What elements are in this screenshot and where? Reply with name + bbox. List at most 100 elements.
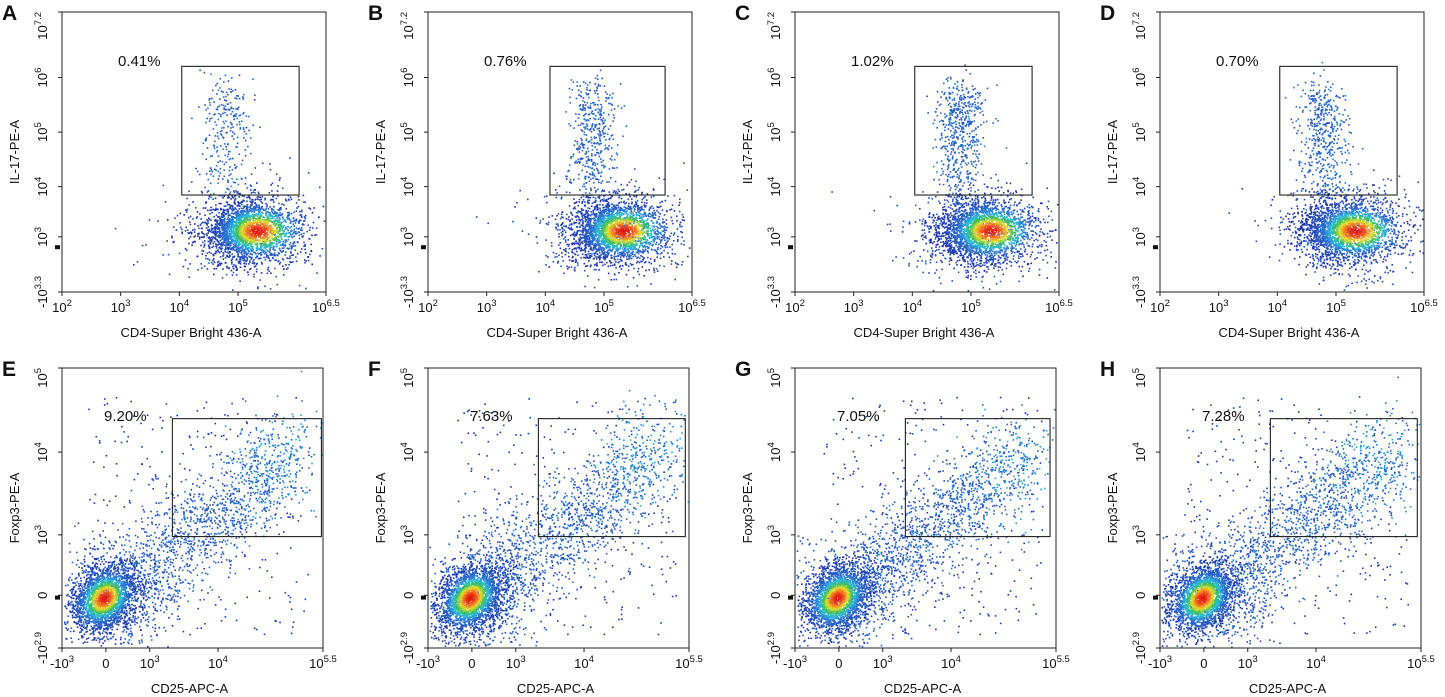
event-dot xyxy=(212,227,214,230)
event-dot xyxy=(287,229,289,232)
event-dot xyxy=(252,214,255,216)
event-dot xyxy=(596,169,599,171)
event-dot xyxy=(241,227,243,229)
event-dot xyxy=(257,225,260,227)
event-dot xyxy=(586,221,589,224)
event-dot xyxy=(613,190,615,192)
event-dot xyxy=(625,263,627,266)
event-dot xyxy=(222,197,224,199)
event-dot xyxy=(587,253,589,255)
event-dot xyxy=(223,107,226,109)
event-dot xyxy=(315,227,318,230)
event-dot xyxy=(235,245,238,248)
event-dot xyxy=(270,220,272,222)
event-dot xyxy=(270,184,272,186)
event-dot xyxy=(217,236,220,238)
event-dot xyxy=(256,196,259,198)
event-dot xyxy=(601,221,603,224)
event-dot xyxy=(595,136,598,139)
event-dot xyxy=(269,212,271,214)
event-dot xyxy=(641,207,643,210)
event-dot xyxy=(617,249,619,252)
event-dot xyxy=(595,230,597,232)
event-dot xyxy=(589,252,591,255)
event-dot xyxy=(271,243,274,245)
event-dot xyxy=(272,201,275,203)
event-dot xyxy=(275,173,278,175)
event-dot xyxy=(236,248,239,251)
event-dot xyxy=(254,167,257,169)
event-dot xyxy=(188,232,190,235)
event-dot xyxy=(214,197,217,200)
event-dot xyxy=(270,237,273,239)
event-dot xyxy=(575,113,577,115)
event-dot xyxy=(272,209,275,211)
event-dot xyxy=(628,207,631,210)
event-dot xyxy=(271,254,273,256)
event-dot xyxy=(240,163,243,166)
event-dot xyxy=(596,74,599,77)
event-dot xyxy=(249,260,251,262)
event-dot xyxy=(231,239,233,242)
event-dot xyxy=(647,230,649,232)
event-dot xyxy=(241,248,244,250)
event-dot xyxy=(644,246,647,248)
event-dot xyxy=(256,223,258,225)
event-dot xyxy=(563,225,565,228)
event-dot xyxy=(592,196,595,199)
event-dot xyxy=(269,245,272,247)
event-dot xyxy=(296,252,299,255)
event-dot xyxy=(252,78,254,80)
event-dot xyxy=(589,159,591,161)
event-dot xyxy=(635,213,638,216)
event-dot xyxy=(599,204,601,206)
event-dot xyxy=(249,241,251,244)
event-dot xyxy=(285,200,288,202)
event-dot xyxy=(577,149,579,151)
event-dot xyxy=(617,261,620,264)
event-dot xyxy=(241,253,243,255)
event-dot xyxy=(309,208,312,210)
event-dot xyxy=(228,222,230,225)
event-dot xyxy=(309,253,311,256)
event-dot xyxy=(247,226,249,229)
event-dot xyxy=(257,227,259,230)
event-dot xyxy=(600,190,603,193)
event-dot xyxy=(207,244,210,247)
event-dot xyxy=(202,142,205,144)
event-dot xyxy=(269,226,271,229)
event-dot xyxy=(612,225,614,227)
event-dot xyxy=(663,225,666,228)
event-dot xyxy=(640,230,642,233)
event-dot xyxy=(265,218,268,221)
event-dot xyxy=(621,253,623,255)
event-dot xyxy=(596,128,599,130)
event-dot xyxy=(179,226,182,229)
event-dot xyxy=(564,231,567,234)
tick-base: 10 xyxy=(169,300,183,315)
event-dot xyxy=(218,251,221,254)
event-dot xyxy=(251,227,254,230)
event-dot xyxy=(284,244,286,246)
event-dot xyxy=(228,188,230,191)
event-dot xyxy=(289,230,292,232)
event-dot xyxy=(576,212,579,214)
event-dot xyxy=(608,168,611,170)
event-dot xyxy=(273,245,276,248)
event-dot xyxy=(253,206,255,208)
event-dot xyxy=(225,230,227,232)
event-dot xyxy=(571,249,574,251)
event-dot xyxy=(580,129,583,131)
event-dot xyxy=(586,89,588,91)
event-dot xyxy=(610,147,613,149)
event-dot xyxy=(583,227,585,230)
event-dot xyxy=(612,205,615,208)
event-dot xyxy=(273,215,276,218)
event-dot xyxy=(259,235,261,238)
event-dot xyxy=(231,242,233,245)
event-dot xyxy=(302,201,305,203)
event-dot xyxy=(638,217,640,220)
event-dot xyxy=(205,173,208,175)
event-dot xyxy=(574,162,576,164)
event-dot xyxy=(244,183,247,185)
